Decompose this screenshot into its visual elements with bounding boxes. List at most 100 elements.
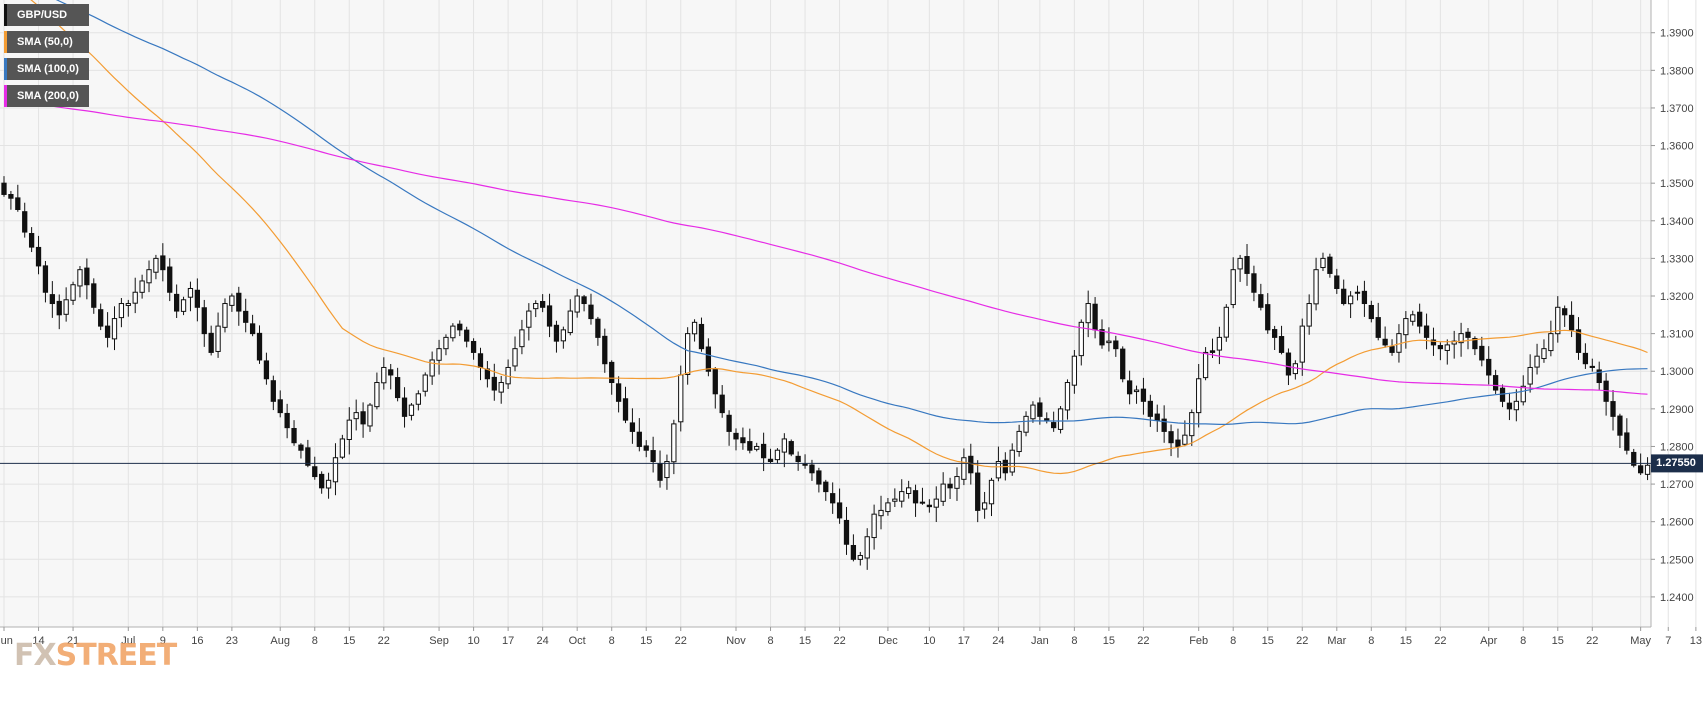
candle-body: [1265, 304, 1271, 331]
candle-body: [1320, 257, 1326, 269]
y-tick-label: 1.2800: [1660, 441, 1694, 453]
candle-body: [243, 310, 249, 323]
candle-body: [1417, 311, 1423, 327]
last-price-label: 1.27550: [1656, 457, 1696, 470]
candle-body: [381, 366, 387, 384]
candle-body: [1562, 308, 1568, 316]
legend-label: SMA (100,0): [17, 63, 79, 75]
candle-body: [56, 300, 62, 316]
candle-body: [249, 323, 256, 335]
y-tick-label: 1.3900: [1660, 28, 1694, 40]
candle-body: [1423, 325, 1430, 338]
candle-body: [194, 289, 200, 308]
candle-body: [906, 487, 912, 494]
candle-body: [325, 479, 332, 489]
x-tick-label: 22: [1586, 635, 1598, 647]
x-tick-label: 15: [1552, 635, 1564, 647]
candle-body: [595, 318, 601, 338]
candle-body: [167, 266, 173, 293]
y-tick-label: 1.3200: [1660, 291, 1694, 303]
candle-body: [1430, 339, 1437, 346]
candle-body: [1251, 273, 1257, 293]
candle-body: [464, 329, 470, 342]
candle-body: [443, 336, 449, 350]
candle-body: [747, 441, 753, 451]
candle-body: [1472, 337, 1478, 350]
x-tick-label: 15: [1262, 635, 1274, 647]
candle-body: [1375, 317, 1381, 338]
candle-body: [263, 360, 270, 380]
candle-body: [823, 481, 829, 493]
candle-body: [892, 498, 898, 502]
candle-body: [429, 359, 435, 377]
candle-body: [215, 325, 221, 352]
candle-body: [1334, 275, 1340, 289]
candle-body: [878, 509, 884, 517]
candle-body: [581, 296, 587, 305]
x-tick-label: 15: [1400, 635, 1412, 647]
candle-body: [298, 444, 304, 451]
legend-item-sma-50: SMA (50,0): [4, 31, 89, 53]
x-tick-label: 15: [640, 635, 652, 647]
candle-body: [540, 300, 546, 308]
candle-body: [408, 404, 415, 416]
y-tick-label: 1.3300: [1660, 253, 1694, 265]
x-tick-label: 17: [958, 635, 970, 647]
candle-body: [1624, 432, 1630, 451]
candle-body: [698, 323, 705, 350]
candle-body: [1313, 269, 1319, 305]
candle-body: [705, 346, 712, 372]
candle-body: [857, 555, 863, 560]
x-tick-label: Dec: [878, 635, 898, 647]
y-tick-label: 1.3600: [1660, 141, 1694, 153]
x-tick-label: May: [1630, 635, 1651, 647]
candle-body: [125, 303, 131, 306]
candle-body: [1541, 348, 1547, 360]
candle-body: [871, 513, 877, 539]
candle-body: [1555, 306, 1561, 335]
x-tick-label: 24: [537, 635, 549, 647]
candle-body: [712, 368, 718, 395]
candle-body: [850, 544, 857, 560]
candle-body: [339, 438, 346, 458]
x-tick-label: 22: [675, 635, 687, 647]
legend-label: SMA (200,0): [17, 90, 79, 102]
candle-body: [436, 348, 442, 361]
x-tick-label: 22: [1137, 635, 1149, 647]
candle-body: [312, 466, 318, 478]
candle-body: [1023, 415, 1029, 433]
x-tick-label: 22: [1296, 635, 1308, 647]
candle-body: [1196, 378, 1202, 414]
legend-item-gbpusd: GBP/USD: [4, 4, 89, 26]
y-tick-label: 1.2700: [1660, 479, 1694, 491]
x-tick-label: 15: [799, 635, 811, 647]
legend-label: SMA (50,0): [17, 36, 73, 48]
candle-body: [84, 267, 90, 286]
candle-body: [1306, 303, 1312, 327]
candle-body: [1479, 345, 1485, 361]
candle-body: [1168, 431, 1174, 444]
candle-body: [1492, 375, 1499, 391]
candle-body: [353, 412, 359, 420]
x-tick-label: 8: [609, 635, 615, 647]
candle-body: [781, 438, 787, 453]
candle-body: [636, 431, 642, 447]
y-tick-label: 1.3100: [1660, 329, 1694, 341]
candle-body: [816, 470, 822, 485]
candle-body: [1327, 256, 1333, 274]
x-tick-label: 8: [767, 635, 773, 647]
candle-body: [1, 182, 7, 195]
candle-body: [961, 457, 967, 480]
candle-body: [954, 476, 960, 489]
x-tick-label: 9: [160, 635, 166, 647]
logo-street: STREET: [55, 638, 178, 673]
candle-body: [1154, 413, 1160, 421]
x-tick-label: Nov: [726, 635, 746, 647]
candle-body: [1078, 321, 1084, 357]
candle-body: [132, 291, 138, 304]
candle-body: [830, 493, 836, 504]
x-tick-label: Jul: [121, 635, 135, 647]
candle-body: [360, 411, 366, 425]
candle-body: [388, 369, 394, 376]
